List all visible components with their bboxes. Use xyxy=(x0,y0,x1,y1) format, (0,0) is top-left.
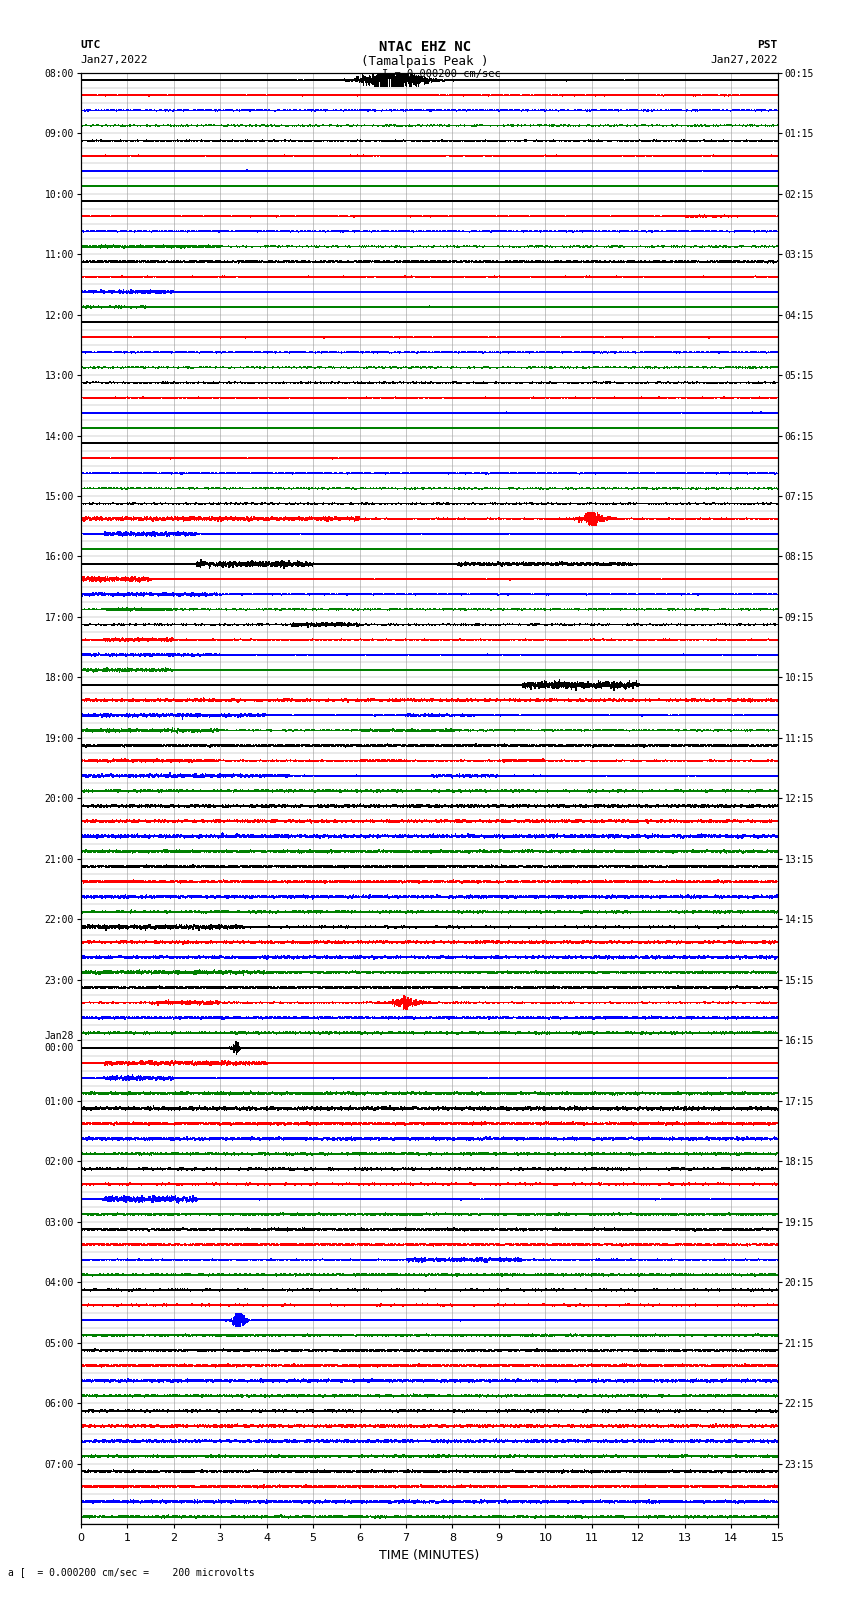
Text: Jan27,2022: Jan27,2022 xyxy=(81,55,148,65)
Text: a [  = 0.000200 cm/sec =    200 microvolts: a [ = 0.000200 cm/sec = 200 microvolts xyxy=(8,1568,255,1578)
Text: PST: PST xyxy=(757,40,778,50)
X-axis label: TIME (MINUTES): TIME (MINUTES) xyxy=(379,1548,479,1561)
Text: (Tamalpais Peak ): (Tamalpais Peak ) xyxy=(361,55,489,68)
Text: NTAC EHZ NC: NTAC EHZ NC xyxy=(379,40,471,55)
Text: Jan27,2022: Jan27,2022 xyxy=(711,55,778,65)
Text: I = 0.000200 cm/sec: I = 0.000200 cm/sec xyxy=(382,69,501,79)
Text: UTC: UTC xyxy=(81,40,101,50)
